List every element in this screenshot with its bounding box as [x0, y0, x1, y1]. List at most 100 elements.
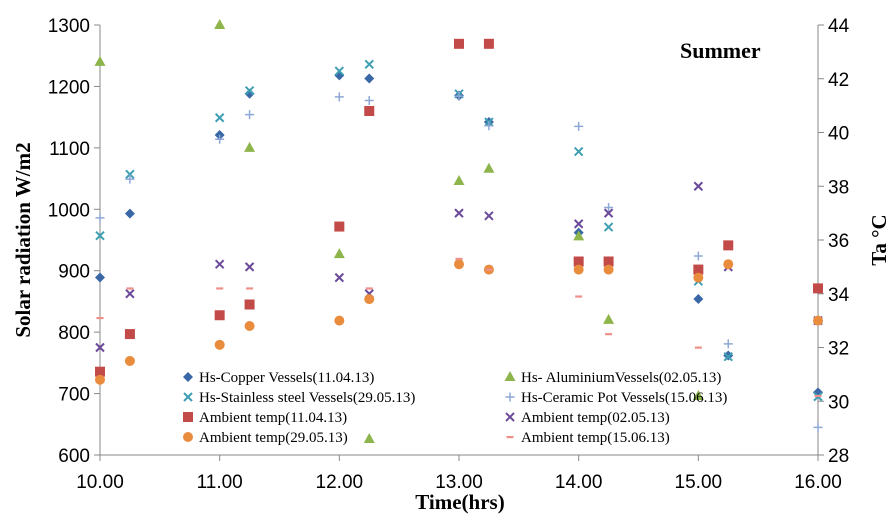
- data-point: [214, 19, 226, 29]
- legend-label: Ambient temp(15.06.13): [521, 430, 670, 446]
- data-point: [125, 289, 135, 299]
- data-point: [723, 352, 733, 362]
- data-point: [573, 146, 584, 157]
- data-point: [813, 315, 823, 326]
- legend-item: Hs-Stainless steel Vessels(29.05.13): [183, 390, 415, 406]
- legend-item: Ambient temp(11.04.13): [183, 410, 347, 426]
- data-point: [214, 259, 225, 269]
- legend-marker: [183, 412, 193, 422]
- y-tick-label: 900: [58, 262, 90, 283]
- x-tick-label: 12.00: [316, 472, 364, 493]
- data-point: [693, 293, 704, 304]
- data-point: [693, 251, 703, 261]
- data-point: [214, 339, 225, 350]
- data-point: [604, 202, 614, 212]
- legend-marker: [183, 372, 193, 382]
- data-point: [245, 110, 255, 120]
- data-point: [483, 162, 495, 173]
- data-points: [94, 19, 823, 444]
- data-point: [484, 211, 494, 221]
- data-point: [575, 295, 583, 298]
- data-point: [693, 181, 704, 191]
- data-point: [603, 256, 614, 267]
- data-point: [244, 262, 255, 272]
- data-point: [125, 174, 135, 184]
- data-point: [603, 208, 614, 218]
- x-tick-label: 14.00: [555, 472, 603, 493]
- x-axis-title: Time(hrs): [415, 490, 504, 514]
- data-point: [364, 294, 375, 305]
- legend-item: Ambient temp(15.06.13): [506, 430, 670, 446]
- data-point: [813, 422, 823, 432]
- series-4: [95, 91, 823, 432]
- data-point: [215, 134, 225, 144]
- x-axis-ticks: 10.00 11.00 12.00 13.00 14.00 15.00 16.00: [76, 455, 842, 493]
- y-tick-label: 700: [58, 385, 90, 406]
- data-point: [454, 38, 464, 49]
- data-point: [333, 248, 345, 259]
- x-tick-label: 13.00: [435, 472, 483, 493]
- data-point: [693, 264, 704, 275]
- data-point: [96, 316, 104, 320]
- data-point: [125, 169, 135, 179]
- legend: Hs-Copper Vessels(11.04.13) Hs- Aluminium…: [183, 370, 727, 446]
- y2-tick-label: 36: [828, 231, 849, 252]
- data-point: [334, 92, 344, 102]
- data-point: [723, 259, 734, 270]
- data-point: [453, 175, 465, 186]
- y-axis-ticks: 600 700 800 900 1000 1100 1200 1300: [48, 16, 100, 467]
- x-tick-label: 10.00: [76, 472, 124, 493]
- data-point: [693, 272, 704, 283]
- legend-item: Ambient temp(29.05.13): [183, 430, 348, 446]
- x-tick-label: 15.00: [675, 472, 723, 493]
- data-point: [244, 299, 255, 310]
- legend-item: Hs-Ceramic Pot Vessels(15.06.13): [505, 390, 727, 406]
- y2-tick-label: 44: [828, 16, 850, 37]
- legend-label: Hs-Stainless steel Vessels(29.05.13): [199, 390, 415, 406]
- series-3: [95, 59, 823, 402]
- data-point: [603, 222, 614, 232]
- legend-label: Hs- AluminiumVessels(02.05.13): [521, 370, 721, 386]
- legend-marker: [506, 436, 514, 439]
- legend-label: Ambient temp(02.05.13): [521, 410, 670, 426]
- data-point: [813, 283, 823, 294]
- data-point: [334, 66, 345, 76]
- data-point: [814, 394, 822, 398]
- x-tick-label: 16.00: [794, 472, 842, 493]
- data-point: [723, 339, 733, 349]
- data-point: [605, 333, 613, 336]
- season-label: Summer: [680, 38, 761, 63]
- data-point: [692, 390, 704, 401]
- legend-item: Hs-Copper Vessels(11.04.13): [183, 370, 374, 386]
- series-8: [96, 257, 822, 398]
- data-point: [483, 38, 494, 49]
- data-point: [694, 346, 702, 349]
- y2-tick-label: 30: [828, 392, 849, 413]
- data-point: [95, 374, 105, 385]
- data-point: [364, 106, 375, 116]
- y2-axis-title: Ta °C: [867, 214, 891, 265]
- data-point: [334, 272, 345, 283]
- y2-tick-label: 28: [828, 446, 849, 467]
- data-point: [214, 310, 225, 321]
- data-point: [363, 433, 375, 444]
- data-point: [573, 256, 584, 267]
- data-point: [124, 355, 135, 366]
- legend-marker: [504, 371, 516, 381]
- series-7: [95, 259, 823, 385]
- y2-tick-label: 40: [828, 124, 849, 145]
- y2-tick-label: 38: [828, 177, 849, 198]
- data-point: [603, 313, 615, 324]
- data-point: [573, 219, 584, 229]
- data-point: [126, 287, 134, 290]
- data-point: [485, 268, 493, 271]
- data-point: [124, 208, 135, 219]
- y2-tick-label: 42: [828, 70, 849, 91]
- data-point: [94, 55, 106, 66]
- data-point: [454, 91, 464, 101]
- data-point: [334, 221, 345, 232]
- data-point: [216, 287, 224, 290]
- y2-tick-label: 32: [828, 339, 849, 360]
- data-point: [455, 257, 463, 261]
- legend-label: Hs-Copper Vessels(11.04.13): [199, 370, 374, 386]
